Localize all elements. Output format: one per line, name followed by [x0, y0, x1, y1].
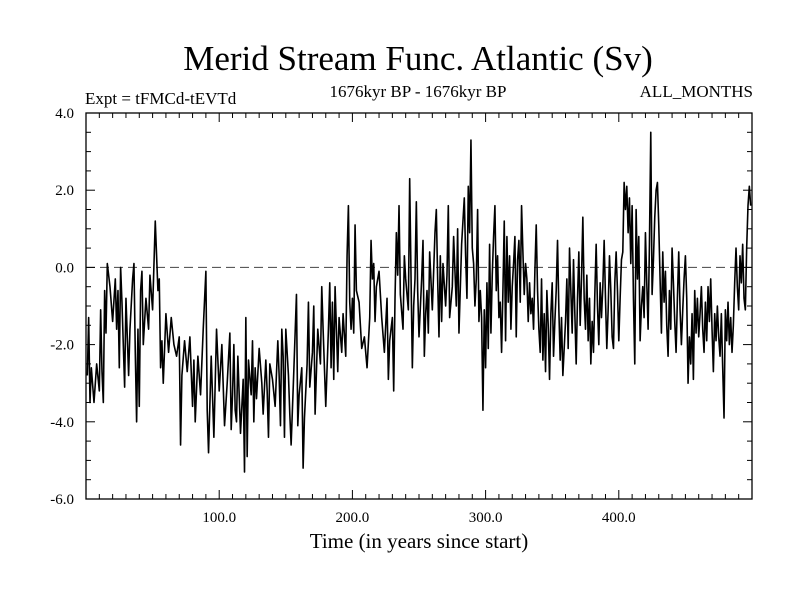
y-tick-label: -2.0: [50, 338, 74, 354]
x-tick-label: 100.0: [202, 510, 236, 526]
series-line-0: [86, 131, 752, 473]
ticks-layer: 100.0 200.0 300.0 400.0 -6.0 -4.0 -2.0 0.0 2.0 4.…: [50, 106, 752, 526]
series-layer: [86, 131, 752, 473]
y-tick-label: -6.0: [50, 492, 74, 508]
experiment-label: Expt = tFMCd-tEVTd: [85, 89, 237, 108]
y-tick-label: 4.0: [55, 106, 74, 122]
y-tick-label: 2.0: [55, 183, 74, 199]
plot-frame: [85, 112, 753, 500]
x-tick-label: 200.0: [336, 510, 370, 526]
y-tick-label: -4.0: [50, 415, 74, 431]
x-axis-label: Time (in years since start): [310, 529, 529, 553]
x-tick-label: 400.0: [602, 510, 636, 526]
period-label: 1676kyr BP - 1676kyr BP: [330, 82, 507, 101]
months-label: ALL_MONTHS: [640, 82, 753, 101]
x-tick-label: 300.0: [469, 510, 503, 526]
chart-title: Merid Stream Func. Atlantic (Sv): [183, 39, 653, 78]
y-tick-label: 0.0: [55, 260, 74, 276]
